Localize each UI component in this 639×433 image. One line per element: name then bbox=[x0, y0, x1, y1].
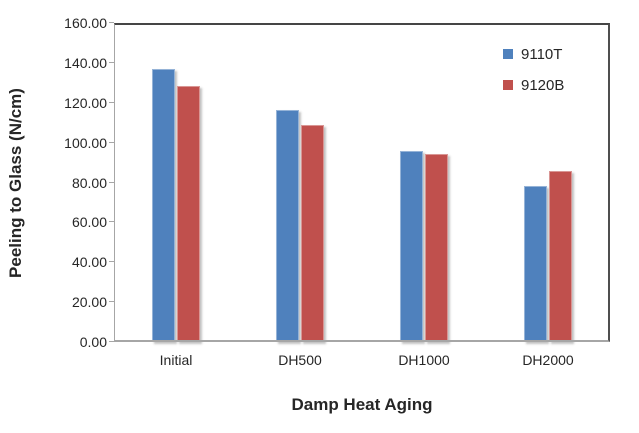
bar-9120B-DH1000 bbox=[425, 153, 448, 342]
y-tick-label: 0.00 bbox=[79, 334, 107, 350]
y-tick-mark bbox=[109, 261, 114, 263]
legend-swatch-icon bbox=[503, 49, 513, 59]
bar-9110T-Initial bbox=[152, 68, 175, 342]
x-tick-label-DH500: DH500 bbox=[278, 352, 322, 368]
x-tick-label-Initial: Initial bbox=[159, 352, 193, 368]
y-tick-label: 120.00 bbox=[64, 94, 107, 111]
y-tick-label: 60.00 bbox=[71, 214, 107, 231]
bar-9120B-DH2000 bbox=[549, 170, 572, 342]
bar-9110T-DH500 bbox=[276, 109, 299, 342]
bar-9120B-Initial bbox=[177, 85, 200, 342]
legend: 9110T 9120B bbox=[503, 44, 564, 106]
legend-label: 9120B bbox=[521, 76, 565, 94]
y-tick-mark bbox=[109, 341, 114, 342]
x-tick-label-DH1000: DH1000 bbox=[398, 352, 450, 368]
legend-label: 9110T bbox=[521, 45, 563, 63]
y-tick-label: 100.00 bbox=[64, 134, 107, 151]
bar-9110T-DH2000 bbox=[524, 186, 547, 342]
y-axis-title-text: Peeling to Glass (N/cm) bbox=[6, 87, 26, 278]
bar-9120B-DH500 bbox=[301, 124, 324, 342]
y-tick-mark bbox=[109, 101, 114, 103]
legend-swatch-icon bbox=[503, 80, 513, 90]
y-tick-label: 140.00 bbox=[64, 54, 107, 71]
legend-entry-9110T: 9110T bbox=[503, 44, 564, 64]
y-tick-mark bbox=[109, 141, 114, 143]
y-tick-mark bbox=[109, 181, 114, 183]
y-tick-label: 80.00 bbox=[71, 174, 107, 191]
x-tick-label-DH2000: DH2000 bbox=[522, 352, 574, 368]
legend-entry-9120B: 9120B bbox=[503, 75, 564, 95]
y-tick-mark bbox=[109, 221, 114, 223]
y-tick-label: 40.00 bbox=[71, 254, 107, 271]
y-tick-mark bbox=[109, 22, 114, 23]
y-tick-mark bbox=[109, 301, 114, 303]
y-tick-mark bbox=[109, 61, 114, 63]
bar-9110T-DH1000 bbox=[400, 150, 423, 342]
y-tick-label: 160.00 bbox=[64, 15, 107, 31]
x-axis-title: Damp Heat Aging bbox=[291, 395, 433, 414]
y-tick-label: 20.00 bbox=[71, 294, 107, 311]
y-axis-title: Peeling to Glass (N/cm) bbox=[0, 23, 32, 342]
